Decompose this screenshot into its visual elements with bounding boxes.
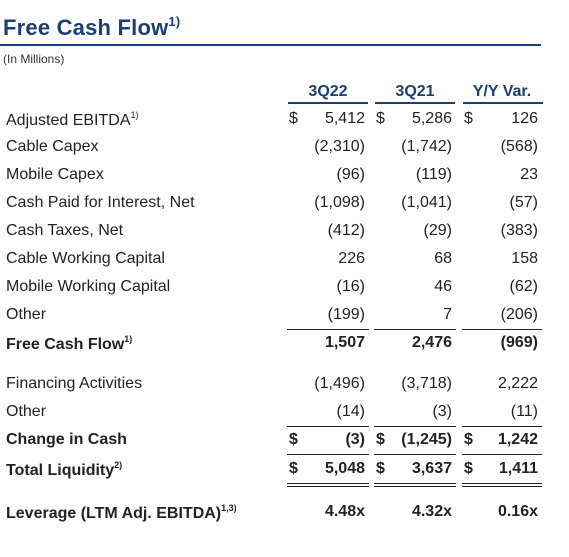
subtotal-rule: [462, 329, 542, 330]
value-cell: (2,310): [314, 138, 365, 155]
value-cell: $126: [464, 110, 538, 127]
table-row: Cash Paid for Interest, Net (1,098) (1,0…: [0, 194, 569, 216]
column-header-yy-var: Y/Y Var.: [472, 83, 532, 100]
value-cell: (568): [500, 138, 538, 155]
value-cell: 7: [374, 306, 456, 330]
value-cell: (1,742): [401, 138, 452, 155]
row-label: Free Cash Flow1): [6, 334, 133, 353]
title-footnote-marker: 1): [168, 14, 181, 29]
total-rule: [462, 454, 542, 455]
value-cell: 4.48x: [324, 503, 365, 520]
row-label: Mobile Capex: [6, 166, 104, 183]
value-cell: (3,718): [401, 375, 452, 392]
row-label: Change in Cash: [6, 431, 127, 448]
header-rule: [375, 102, 455, 104]
value-cell: $5,412: [289, 110, 365, 127]
double-rule: [287, 486, 369, 487]
header-rule: [288, 102, 368, 104]
value-cell: 23: [520, 166, 538, 183]
units-note: (In Millions): [3, 52, 65, 66]
value-cell: (57): [509, 194, 538, 211]
row-label: Cable Capex: [6, 138, 99, 155]
double-rule: [287, 483, 369, 484]
table-row: Adjusted EBITDA1) $5,412 $5,286 $126: [0, 110, 569, 132]
table-row: Financing Activities (1,496) (3,718) 2,2…: [0, 375, 569, 397]
value-cell: (14): [287, 403, 369, 427]
table-row: Cable Capex (2,310) (1,742) (568): [0, 138, 569, 160]
table-row: Other (14) (3) (11): [0, 403, 569, 427]
table-row: Cash Taxes, Net (412) (29) (383): [0, 222, 569, 244]
value-cell: (969): [500, 334, 538, 351]
row-label: Adjusted EBITDA1): [6, 110, 139, 129]
value-cell: (383): [500, 222, 538, 239]
total-rule: [374, 454, 456, 455]
value-cell: 46: [434, 278, 452, 295]
value-cell: 158: [511, 250, 538, 267]
value-cell: $ (1,245): [374, 431, 456, 455]
value-cell: (1,496): [314, 375, 365, 392]
value-cell: 68: [434, 250, 452, 267]
value-cell: $ (3): [287, 431, 369, 455]
value-cell: 1,507: [324, 334, 365, 351]
subtotal-rule: [287, 329, 369, 330]
table-row: Change in Cash $ (3) $ (1,245) $1,242: [0, 431, 569, 455]
row-label: Cash Taxes, Net: [6, 222, 124, 239]
total-rule: [287, 454, 369, 455]
value-cell: (29): [423, 222, 452, 239]
row-label: Mobile Working Capital: [6, 278, 171, 295]
subtotal-rule: [374, 329, 456, 330]
table-row: Cable Working Capital 226 68 158: [0, 250, 569, 272]
value-cell: (16): [336, 278, 365, 295]
value-cell: 0.16x: [497, 503, 538, 520]
value-cell: 4.32x: [411, 503, 452, 520]
value-cell: $1,411: [462, 460, 542, 487]
double-rule: [462, 483, 542, 484]
subtotal-rule: [462, 426, 542, 427]
row-label: Financing Activities: [6, 375, 143, 392]
subtotal-rule: [287, 426, 369, 427]
double-rule: [462, 486, 542, 487]
value-cell: (11): [462, 403, 542, 427]
value-cell: $5,048: [287, 460, 369, 487]
value-cell: (62): [509, 278, 538, 295]
value-cell: (96): [336, 166, 365, 183]
table-row: Total Liquidity2) $5,048 $3,637 $1,411: [0, 460, 569, 487]
subtotal-rule: [374, 426, 456, 427]
value-cell: (199): [287, 306, 369, 330]
value-cell: 2,222: [497, 375, 538, 392]
double-rule: [374, 483, 456, 484]
double-rule: [374, 486, 456, 487]
value-cell: (119): [415, 166, 452, 183]
table-row: Other (199) 7 (206): [0, 306, 569, 330]
row-label: Cash Paid for Interest, Net: [6, 194, 195, 211]
value-cell: (3): [374, 403, 456, 427]
page-title: Free Cash Flow1): [3, 14, 181, 40]
column-header-3q22: 3Q22: [308, 83, 348, 100]
value-cell: (1,041): [401, 194, 452, 211]
table-row: Free Cash Flow1) 1,507 2,476 (969): [0, 334, 569, 356]
value-cell: (412): [327, 222, 365, 239]
row-label: Cable Working Capital: [6, 250, 165, 267]
table-row: Mobile Working Capital (16) 46 (62): [0, 278, 569, 300]
value-cell: 226: [338, 250, 365, 267]
table-row: Leverage (LTM Adj. EBITDA)1,3) 4.48x 4.3…: [0, 503, 569, 525]
value-cell: (206): [462, 306, 542, 330]
column-header-3q21: 3Q21: [395, 83, 435, 100]
table-row: Mobile Capex (96) (119) 23: [0, 166, 569, 188]
row-label: Leverage (LTM Adj. EBITDA)1,3): [6, 503, 237, 522]
value-cell: (1,098): [314, 194, 365, 211]
title-rule: [0, 44, 541, 46]
value-cell: $3,637: [374, 460, 456, 487]
row-label: Total Liquidity2): [6, 460, 123, 479]
header-rule: [463, 102, 543, 104]
value-cell: 2,476: [411, 334, 452, 351]
row-label: Other: [6, 306, 47, 323]
row-label: Other: [6, 403, 47, 420]
value-cell: $5,286: [376, 110, 452, 127]
value-cell: $1,242: [462, 431, 542, 455]
